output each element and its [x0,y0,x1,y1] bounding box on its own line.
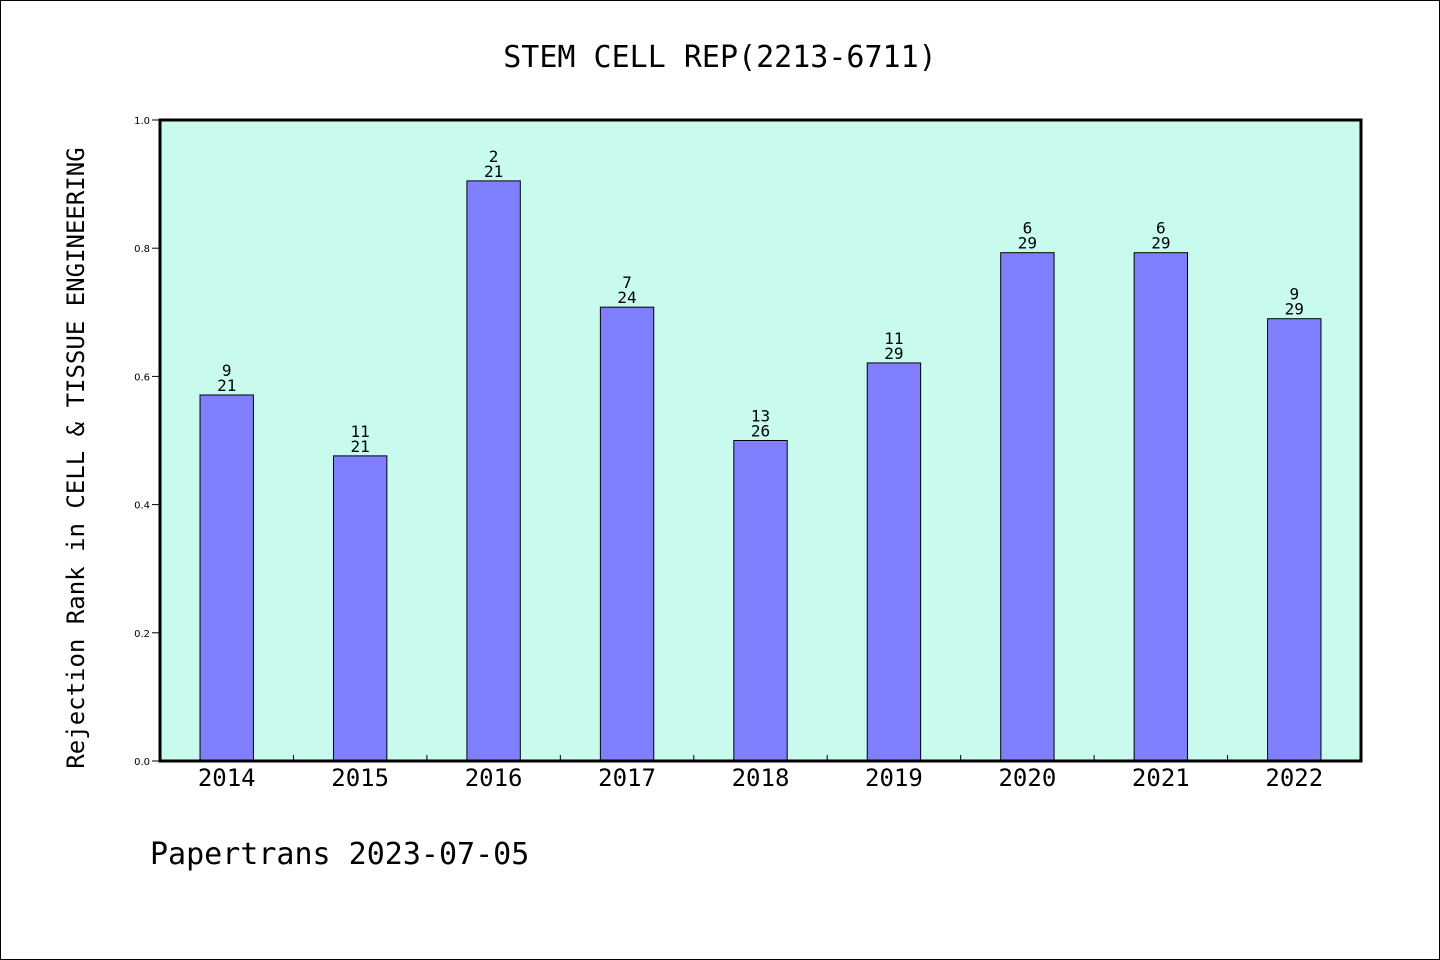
y-tick-label: 0.2 [134,629,150,640]
y-tick-label: 0.4 [134,501,150,512]
y-tick-label: 0.0 [134,757,150,768]
bars [199,180,1322,762]
bar-label-rank: 11 [884,329,903,348]
x-tick-label: 2022 [1265,764,1323,792]
bar-label-total: 21 [351,437,370,456]
bar-label-total: 29 [1018,234,1037,253]
bar-label-rank: 13 [751,407,770,426]
x-tick-label: 2021 [1132,764,1190,792]
x-tick-label: 2014 [198,764,256,792]
x-axis-ticks: 2014 2015 2016 2017 2018 2019 2020 2021 2022 [198,755,1323,792]
bar-label-total: 21 [484,162,503,181]
footer-text: Papertrans 2023-07-05 [150,837,529,872]
bar [332,455,388,762]
bar-label-rank: 9 [1289,285,1299,304]
bar [1267,318,1322,762]
plot-frame [158,118,1363,763]
bar-label-rank: 6 [1023,219,1033,238]
bar [1000,252,1055,762]
x-tick-label: 2020 [998,764,1056,792]
x-tick-label: 2018 [732,764,790,792]
bar-label-total: 21 [217,376,236,395]
bar [199,394,254,762]
bar-label-total: 29 [884,344,903,363]
bar-label-total: 29 [1285,300,1304,319]
bar [733,440,788,762]
y-tick-label: 0.8 [134,244,150,255]
x-tick-label: 2016 [465,764,523,792]
bar-label-rank: 9 [222,361,232,380]
bar-label-rank: 2 [489,147,499,166]
y-tick-label: 0.6 [134,372,150,383]
chart-title: STEM CELL REP(2213-6711) [503,40,936,75]
y-tick-label: 1.0 [134,116,150,127]
y-axis-label: Rejection Rank in CELL & TISSUE ENGINEER… [62,147,90,768]
x-tick-label: 2017 [598,764,656,792]
bar [1133,252,1189,762]
x-tick-label: 2019 [865,764,923,792]
bar [599,306,655,762]
bar [466,180,521,762]
bar-label-total: 24 [617,288,636,307]
bar-label-rank: 6 [1156,219,1166,238]
bar [866,362,922,762]
bar-label-rank: 7 [622,273,632,292]
bar-label-total: 26 [751,422,770,441]
x-tick-label: 2015 [331,764,389,792]
bar-label-rank: 11 [351,422,370,441]
bar-label-total: 29 [1151,234,1170,253]
